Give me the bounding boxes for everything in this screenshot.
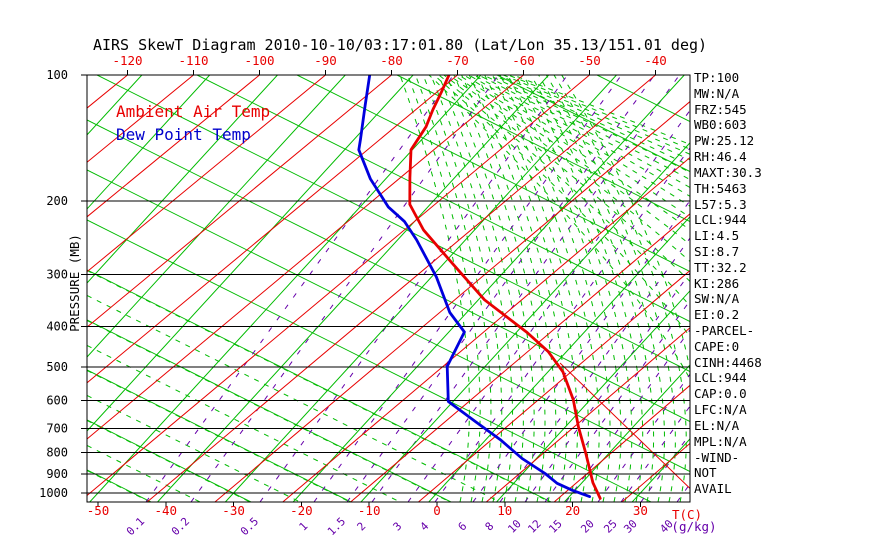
stat-line: FRZ:545 [694, 101, 747, 117]
tick-label: -50 [87, 503, 110, 518]
tick-label: 0 [433, 503, 441, 518]
tick-label: -120 [112, 53, 142, 68]
tick-label: 1 [297, 520, 311, 534]
page-title: AIRS SkewT Diagram 2010-10-10/03:17:01.8… [92, 36, 708, 54]
stat-line: SW:N/A [694, 291, 740, 307]
tick-label: 4 [418, 519, 432, 533]
stat-line: L57:5.3 [694, 196, 747, 212]
tick-label: 10 [505, 517, 524, 536]
tick-label: 12 [525, 517, 544, 536]
stat-line: TH:5463 [694, 180, 747, 196]
tick-label: 8 [483, 520, 497, 534]
moist-adiabat-lines [399, 75, 690, 502]
legend: Ambient Air Temp Dew Point Temp [116, 100, 270, 146]
tick-label: -60 [512, 53, 535, 68]
stat-line: NOT [694, 465, 717, 481]
tick-label: 100 [46, 68, 68, 82]
sounding-curves [357, 75, 602, 500]
tick-label: -30 [222, 503, 245, 518]
tick-label: -100 [244, 53, 274, 68]
legend-dew-point: Dew Point Temp [116, 125, 251, 144]
tick-label: 300 [46, 267, 68, 281]
tick-label: 1000 [39, 486, 68, 500]
stat-line: EI:0.2 [694, 307, 740, 323]
tick-label: 400 [46, 320, 68, 334]
tick-label: -90 [314, 53, 337, 68]
stat-line: CAP:0.0 [694, 386, 747, 402]
stat-line: AVAIL [694, 481, 732, 497]
dew-point-curve [357, 75, 591, 499]
stat-line: LCL:944 [694, 212, 747, 228]
stat-line: -WIND- [694, 449, 740, 465]
mixing-ratio-lines [145, 75, 690, 502]
stat-line: KI:286 [694, 275, 740, 291]
stat-line: TT:32.2 [694, 259, 747, 275]
isotherm-lines [87, 75, 690, 502]
tick-label: 2 [355, 520, 369, 534]
stat-line: MAXT:30.3 [694, 164, 762, 180]
tick-label: 10 [497, 503, 512, 518]
stats-column: TP:100 MW:N/A FRZ:545 WB0:603 PW:25.12 RH:46.… [694, 70, 762, 497]
tick-marks [81, 70, 656, 507]
red-isotherm-lines [87, 75, 690, 502]
tick-label: 20 [578, 517, 597, 536]
stat-line: LFC:N/A [694, 402, 747, 418]
tick-label: 6 [456, 520, 470, 534]
stat-line: LCL:944 [694, 370, 747, 386]
tick-label: 500 [46, 360, 68, 374]
mixing-unit-label: (g/kg) [671, 519, 716, 534]
stat-line: EL:N/A [694, 417, 740, 433]
tick-label: -110 [178, 53, 208, 68]
tick-label: 200 [46, 194, 68, 208]
plot-frame [86, 74, 691, 503]
tick-label: 3 [391, 520, 405, 534]
stat-line: LI:4.5 [694, 228, 740, 244]
stat-line: MPL:N/A [694, 433, 747, 449]
tick-label: -10 [358, 503, 381, 518]
stat-line: WB0:603 [694, 117, 747, 133]
isobar-lines [87, 200, 690, 494]
tick-label: 0.2 [169, 515, 192, 538]
tick-label: 800 [46, 445, 68, 459]
pressure-axis-label: PRESSURE (MB) [67, 234, 82, 332]
tick-label: 15 [546, 517, 565, 536]
tick-label: -50 [578, 53, 601, 68]
tick-label: 25 [601, 517, 620, 536]
stat-line: CINH:4468 [694, 354, 762, 370]
stat-line: -PARCEL- [694, 323, 755, 338]
stat-line: TP:100 [694, 70, 740, 85]
stat-line: PW:25.12 [694, 133, 755, 149]
stat-line: CAPE:0 [694, 338, 740, 354]
tick-label: -70 [446, 53, 469, 68]
tick-label: -40 [644, 53, 667, 68]
legend-ambient-temp: Ambient Air Temp [116, 102, 271, 121]
tick-label: 700 [46, 421, 68, 435]
temp-unit-label: T(C) [672, 507, 702, 522]
tick-label: 0.1 [124, 515, 147, 538]
tick-label: 1.5 [325, 515, 348, 538]
stat-line: SI:8.7 [694, 243, 740, 259]
tick-label: -80 [380, 53, 403, 68]
tick-label: -40 [155, 503, 178, 518]
tick-label: 600 [46, 393, 68, 407]
tick-label: -20 [290, 503, 313, 518]
moist-adiabat-cold-lines [87, 270, 551, 502]
tick-label: 0.5 [238, 515, 261, 538]
tick-label: 20 [565, 503, 580, 518]
tick-label: 30 [621, 517, 640, 536]
tick-label: 30 [633, 503, 648, 518]
stat-line: MW:N/A [694, 85, 740, 101]
tick-label: 900 [46, 467, 68, 481]
stat-line: RH:46.4 [694, 149, 747, 165]
ambient-temp-curve [408, 75, 602, 500]
